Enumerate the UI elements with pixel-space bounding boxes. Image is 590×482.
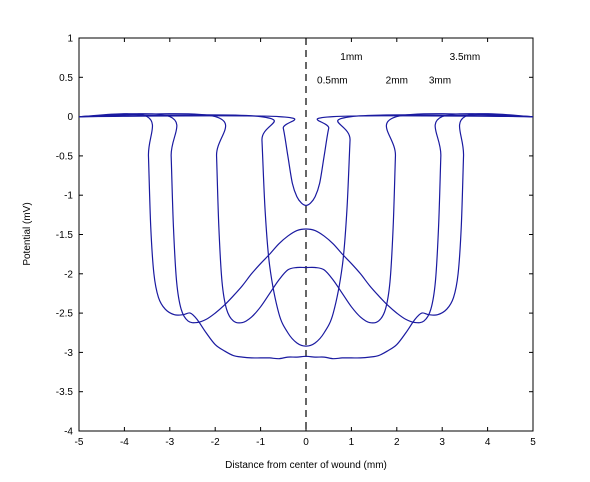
series-group bbox=[78, 113, 534, 360]
y-tick-label: -1.5 bbox=[56, 230, 74, 241]
y-tick-label: -2.5 bbox=[56, 309, 74, 320]
y-tick-label: -2 bbox=[64, 269, 73, 280]
series-line-2mm bbox=[78, 113, 534, 324]
y-tick-label: 0 bbox=[67, 112, 73, 123]
y-tick-label: 0.5 bbox=[59, 73, 73, 84]
curve-labels: 1mm 0.5mm 2mm 3mm 3.5mm bbox=[317, 52, 480, 87]
curve-label: 3.5mm bbox=[450, 52, 481, 63]
curve-label: 2mm bbox=[386, 76, 408, 87]
y-tick-label: 1 bbox=[67, 34, 73, 45]
y-axis: 1 0.5 0 -0.5 -1 -1.5 -2 -2.5 -3 -3.5 -4 bbox=[56, 34, 533, 438]
x-tick-label: 2 bbox=[394, 437, 400, 448]
y-tick-label: -1 bbox=[64, 191, 73, 202]
y-tick-label: -3 bbox=[64, 348, 73, 359]
x-axis-label: Distance from center of wound (mm) bbox=[225, 460, 387, 471]
x-tick-label: 3 bbox=[439, 437, 445, 448]
x-tick-label: 1 bbox=[349, 437, 355, 448]
y-tick-label: -4 bbox=[64, 427, 73, 438]
x-tick-label: -2 bbox=[211, 437, 220, 448]
x-tick-label: -1 bbox=[256, 437, 265, 448]
x-tick-label: -5 bbox=[75, 437, 84, 448]
x-tick-label: -4 bbox=[120, 437, 129, 448]
curve-label: 1mm bbox=[340, 52, 362, 63]
x-axis: -5 -4 -3 -2 -1 0 1 2 3 4 5 bbox=[75, 38, 536, 448]
curve-label: 3mm bbox=[429, 76, 451, 87]
series-line-0.5mm bbox=[78, 115, 534, 207]
y-axis-label: Potential (mV) bbox=[22, 202, 33, 265]
x-tick-label: 0 bbox=[303, 437, 309, 448]
curve-label: 0.5mm bbox=[317, 76, 348, 87]
series-line-3.5mm bbox=[78, 113, 534, 360]
x-tick-label: 4 bbox=[485, 437, 491, 448]
x-tick-label: 5 bbox=[530, 437, 536, 448]
series-line-3mm bbox=[78, 113, 534, 324]
y-tick-label: -0.5 bbox=[56, 151, 74, 162]
series-line-1mm bbox=[78, 114, 534, 347]
y-tick-label: -3.5 bbox=[56, 387, 74, 398]
x-tick-label: -3 bbox=[165, 437, 174, 448]
